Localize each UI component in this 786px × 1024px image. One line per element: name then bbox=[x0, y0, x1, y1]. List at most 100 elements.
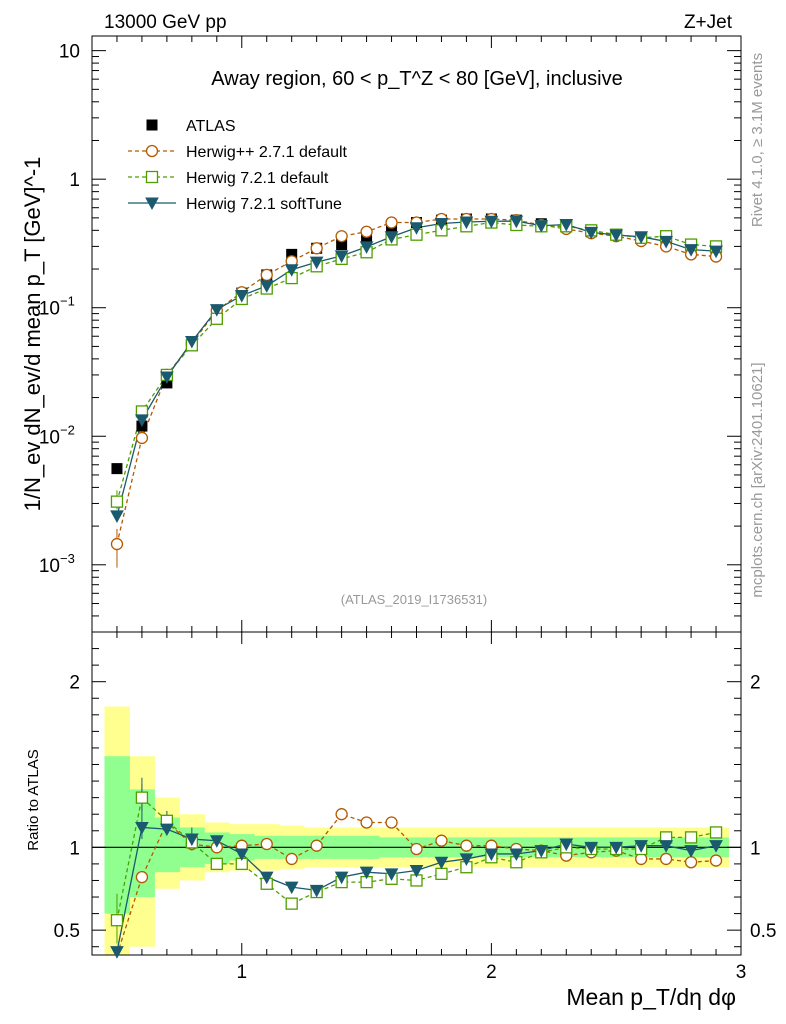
y-tick-exponent: −1 bbox=[60, 294, 75, 309]
point-herwig-7-2-1-softtune-7 bbox=[284, 264, 299, 277]
ratio-point-2-13 bbox=[435, 867, 448, 880]
ratio-point-3-13 bbox=[434, 856, 449, 870]
point-herwig-7-2-1-softtune-19 bbox=[584, 226, 599, 240]
point-herwig-7-2-1-softtune-2 bbox=[160, 371, 174, 385]
ratio-point-1-13 bbox=[435, 834, 448, 847]
point-herwig-7-2-1-softtune-13 bbox=[434, 217, 449, 231]
legend-label-1: Herwig++ 2.7.1 default bbox=[186, 144, 348, 161]
rivet-label: Rivet 4.1.0, ≥ 3.1M events bbox=[749, 53, 766, 227]
ratio-point-1-22 bbox=[659, 852, 673, 866]
y-tick-label: 10 bbox=[39, 299, 60, 320]
ratio-point-1-6 bbox=[260, 837, 273, 851]
legend-marker-1 bbox=[145, 144, 159, 158]
point-herwig-7-2-1-softtune-22 bbox=[659, 235, 673, 249]
point-herwig-7-2-1-softtune-14 bbox=[459, 216, 474, 230]
point-herwig-7-2-1-softtune-17 bbox=[534, 220, 549, 233]
ratio-point-3-1 bbox=[135, 821, 149, 835]
point-herwig-7-2-1-softtune-23 bbox=[684, 244, 698, 257]
point-herwig-7-2-1-softtune-20 bbox=[609, 229, 624, 243]
point-herwig-7-2-1-softtune-12 bbox=[409, 222, 424, 235]
process-label: Z+Jet bbox=[684, 12, 733, 33]
ratio-point-2-24 bbox=[709, 826, 723, 839]
point-herwig-2-7-1-default-11 bbox=[385, 216, 398, 229]
ratio-point-2-23 bbox=[684, 831, 698, 844]
y-tick-exponent: −3 bbox=[60, 551, 75, 566]
ratio-point-3-5 bbox=[234, 848, 249, 862]
ratio-point-2-1 bbox=[135, 791, 149, 804]
ratio-tick-label-right: 1 bbox=[750, 838, 761, 859]
ratio-point-3-18 bbox=[559, 838, 574, 852]
y-tick-exponent: −2 bbox=[60, 422, 75, 437]
point-herwig-7-2-1-default-0 bbox=[110, 495, 124, 508]
ratio-point-3-23 bbox=[684, 845, 698, 858]
point-herwig-2-7-1-default-1 bbox=[135, 431, 149, 445]
point-herwig-2-7-1-default-6 bbox=[260, 268, 273, 282]
ratio-tick-label-left: 1 bbox=[69, 838, 80, 859]
green-band-0 bbox=[104, 756, 130, 914]
legend-marker-2 bbox=[145, 170, 159, 184]
point-herwig-7-2-1-softtune-16 bbox=[509, 215, 524, 229]
energy-label: 13000 GeV pp bbox=[104, 12, 227, 33]
ratio-point-3-20 bbox=[609, 841, 624, 855]
y-tick-label: 1 bbox=[69, 170, 80, 191]
ratio-point-1-24 bbox=[709, 854, 723, 867]
ratio-point-3-24 bbox=[709, 840, 723, 853]
ratio-point-3-4 bbox=[209, 835, 224, 848]
point-herwig-2-7-1-default-9 bbox=[335, 230, 348, 243]
ratio-point-2-4 bbox=[210, 857, 223, 871]
analysis-tag: (ATLAS_2019_I1736531) bbox=[341, 592, 487, 607]
ratio-uncertainty-bands bbox=[104, 706, 730, 955]
ratio-point-3-0 bbox=[110, 946, 124, 959]
y-axis-title: 1/N_ev dN_ev/d mean p_T [GeV]^-1 bbox=[20, 157, 45, 512]
point-herwig-7-2-1-softtune-21 bbox=[634, 231, 648, 244]
point-herwig-2-7-1-default-10 bbox=[360, 225, 373, 238]
series-line-1 bbox=[116, 218, 717, 545]
point-herwig-7-2-1-softtune-9 bbox=[334, 250, 349, 263]
ratio-tick-label-right: 0.5 bbox=[750, 921, 776, 942]
point-herwig-7-2-1-softtune-4 bbox=[209, 304, 224, 317]
x-tick-label: 1 bbox=[236, 962, 247, 983]
point-herwig-2-7-1-default-8 bbox=[310, 242, 323, 255]
series-line-3 bbox=[116, 220, 717, 517]
ratio-point-3-17 bbox=[534, 845, 549, 858]
point-atlas-9 bbox=[336, 239, 348, 251]
point-herwig-7-2-1-softtune-24 bbox=[709, 245, 723, 259]
point-atlas-0 bbox=[111, 463, 123, 475]
ratio-point-3-19 bbox=[584, 841, 599, 855]
point-herwig-7-2-1-softtune-3 bbox=[185, 335, 199, 349]
ratio-point-1-9 bbox=[335, 808, 348, 821]
ratio-point-3-21 bbox=[634, 840, 648, 853]
legend-marker-3 bbox=[145, 197, 159, 211]
x-axis-title: Mean p_T/dη dφ bbox=[566, 984, 736, 1010]
legend-label-3: Herwig 7.2.1 softTune bbox=[186, 196, 342, 213]
y-tick-label: 10 bbox=[39, 556, 60, 577]
point-herwig-7-2-1-softtune-11 bbox=[384, 231, 399, 244]
legend-marker-0 bbox=[146, 119, 158, 131]
legend: Away region, 60 < p_T^Z < 80 [GeV], incl… bbox=[20, 68, 736, 1010]
series-line-2 bbox=[116, 221, 717, 502]
x-tick-label: 2 bbox=[486, 962, 497, 983]
point-herwig-2-7-1-default-0 bbox=[110, 537, 124, 551]
point-herwig-7-2-1-softtune-0 bbox=[110, 510, 124, 523]
ratio-point-3-16 bbox=[509, 848, 524, 862]
ratio-axis-label: Ratio to ATLAS bbox=[25, 749, 42, 850]
ratio-point-1-12 bbox=[410, 842, 423, 856]
ratio-point-3-22 bbox=[659, 840, 673, 853]
legend-label-0: ATLAS bbox=[186, 118, 236, 135]
ratio-point-1-1 bbox=[135, 870, 149, 884]
ratio-point-3-8 bbox=[309, 884, 324, 898]
chart-title: Away region, 60 < p_T^Z < 80 [GeV], incl… bbox=[211, 68, 622, 90]
point-herwig-7-2-1-softtune-15 bbox=[484, 215, 499, 229]
ratio-point-3-6 bbox=[259, 871, 274, 885]
point-herwig-7-2-1-softtune-10 bbox=[359, 241, 374, 254]
point-herwig-7-2-1-softtune-18 bbox=[559, 218, 574, 232]
y-tick-label: 10 bbox=[59, 42, 80, 63]
ratio-point-3-3 bbox=[185, 833, 199, 847]
point-herwig-7-2-1-softtune-1 bbox=[135, 414, 149, 427]
data-points bbox=[110, 212, 723, 959]
ratio-point-3-14 bbox=[459, 853, 474, 866]
ratio-point-2-0 bbox=[110, 914, 124, 927]
ratio-point-3-7 bbox=[284, 881, 299, 895]
